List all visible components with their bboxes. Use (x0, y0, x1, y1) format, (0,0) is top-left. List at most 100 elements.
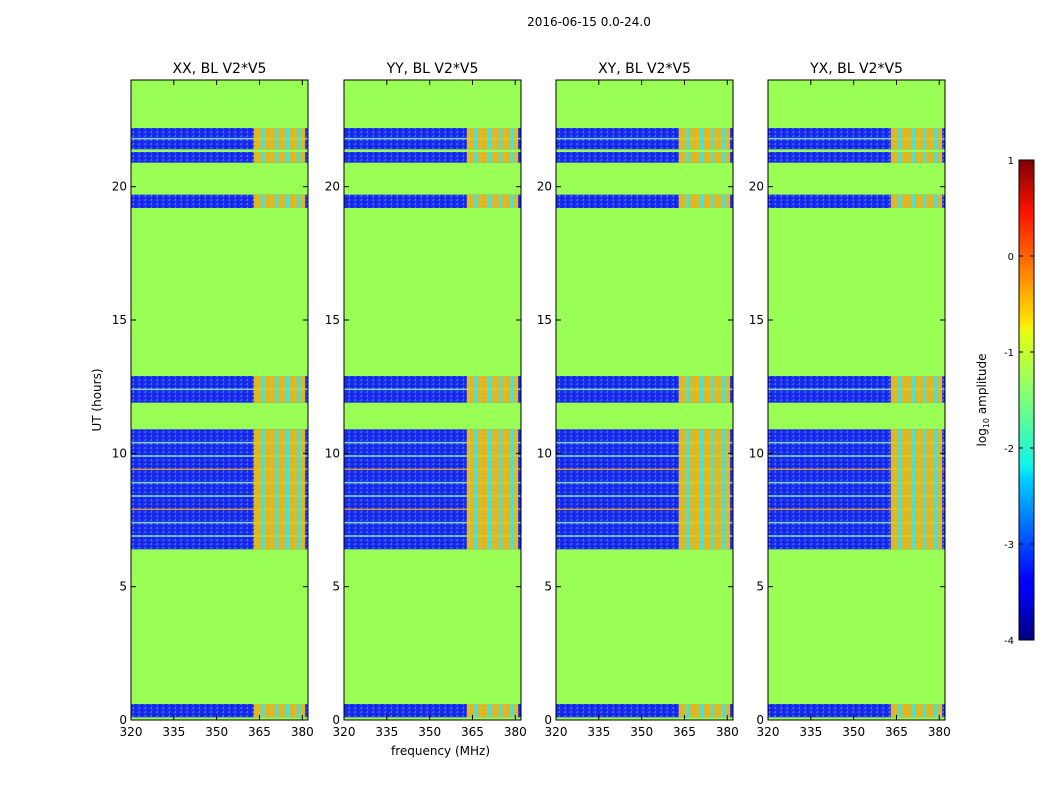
rfi-channel (297, 376, 301, 403)
y-tick-label: 0 (119, 713, 127, 727)
rfi-channel (275, 376, 279, 403)
stripe (131, 481, 308, 484)
rfi-channel (700, 128, 704, 150)
rfi-channel (297, 194, 301, 208)
y-tick-label: 15 (325, 313, 340, 327)
rfi-channel (722, 376, 726, 403)
x-tick-label: 350 (205, 725, 228, 739)
colorbar: 1 0 -1 -2 -3 -4 log10 amplitude (975, 156, 1035, 647)
stripe (131, 441, 308, 444)
rfi-band (678, 152, 731, 163)
rfi-channel (923, 704, 927, 718)
x-tick-label: 380 (928, 725, 951, 739)
stripe (768, 441, 945, 444)
rfi-band (466, 704, 519, 718)
panel-3: XY, BL V2*V5 320 335 350 365 380 0 5 10 15 20 (537, 61, 739, 739)
rfi-channel (474, 194, 478, 208)
y-tick-label: 0 (332, 713, 340, 727)
rfi-band (890, 704, 943, 718)
stripe (768, 388, 945, 391)
rfi-channel (898, 429, 902, 550)
y-tick-label: 0 (544, 713, 552, 727)
rfi-channel (912, 376, 916, 403)
stripe (556, 388, 733, 391)
rfi-channel (898, 152, 902, 163)
stripe (131, 521, 308, 524)
rfi-band (678, 194, 731, 208)
rfi-channel (275, 429, 279, 550)
stripe (768, 137, 945, 140)
rfi-band (890, 194, 943, 208)
stripe (344, 508, 521, 511)
stripe (556, 535, 733, 537)
y-tick-label: 15 (749, 313, 764, 327)
stripe (768, 535, 945, 537)
rfi-channel (286, 152, 290, 163)
stripe (131, 508, 308, 511)
rfi-channel (700, 152, 704, 163)
panel-title: YY, BL V2*V5 (386, 61, 479, 77)
stripe (344, 388, 521, 391)
rfi-band (466, 128, 519, 150)
rfi-channel (286, 429, 290, 550)
panel-title: XY, BL V2*V5 (598, 61, 691, 77)
rfi-channel (898, 376, 902, 403)
rfi-channel (510, 152, 514, 163)
rfi-channel (499, 152, 503, 163)
stripe (768, 521, 945, 524)
rfi-channel (923, 376, 927, 403)
colorbar-tick-label: -3 (1004, 540, 1014, 551)
rfi-channel (275, 128, 279, 150)
stripe (556, 468, 733, 471)
panel-2: YY, BL V2*V5 320 335 350 365 380 0 5 10 15 20 frequ… (325, 61, 527, 758)
rfi-channel (488, 376, 492, 403)
rfi-channel (722, 194, 726, 208)
x-tick-label: 320 (545, 725, 568, 739)
rfi-channel (912, 152, 916, 163)
x-tick-label: 380 (504, 725, 527, 739)
rfi-channel (499, 429, 503, 550)
rfi-band (466, 152, 519, 163)
rfi-channel (297, 704, 301, 718)
panel-1: XX, BL V2*V5 320 335 350 365 380 0 5 10 15 20 UT (h… (90, 61, 314, 739)
rfi-channel (488, 194, 492, 208)
rfi-channel (711, 376, 715, 403)
stripe (344, 495, 521, 497)
stripe (131, 495, 308, 497)
rfi-channel (474, 429, 478, 550)
rfi-channel (499, 194, 503, 208)
rfi-channel (898, 704, 902, 718)
stripe (556, 137, 733, 140)
rfi-channel (700, 376, 704, 403)
rfi-channel (686, 152, 690, 163)
rfi-channel (286, 128, 290, 150)
rfi-channel (275, 704, 279, 718)
x-tick-label: 365 (461, 725, 484, 739)
x-tick-label: 350 (630, 725, 653, 739)
x-tick-label: 320 (333, 725, 356, 739)
rfi-channel (286, 194, 290, 208)
rfi-band (253, 704, 306, 718)
rfi-band (890, 128, 943, 150)
x-tick-label: 350 (418, 725, 441, 739)
rfi-channel (261, 376, 265, 403)
rfi-channel (510, 704, 514, 718)
x-tick-label: 335 (375, 725, 398, 739)
rfi-channel (722, 152, 726, 163)
rfi-channel (474, 152, 478, 163)
plot-frame (767, 79, 946, 721)
x-tick-label: 380 (291, 725, 314, 739)
y-tick-label: 10 (537, 446, 552, 460)
rfi-channel (722, 429, 726, 550)
y-tick-label: 10 (112, 446, 127, 460)
rfi-channel (261, 194, 265, 208)
rfi-channel (923, 128, 927, 150)
rfi-channel (510, 376, 514, 403)
stripe (556, 508, 733, 511)
rfi-channel (261, 128, 265, 150)
stripe (344, 521, 521, 524)
stripe (344, 468, 521, 471)
rfi-band (253, 152, 306, 163)
rfi-channel (700, 704, 704, 718)
